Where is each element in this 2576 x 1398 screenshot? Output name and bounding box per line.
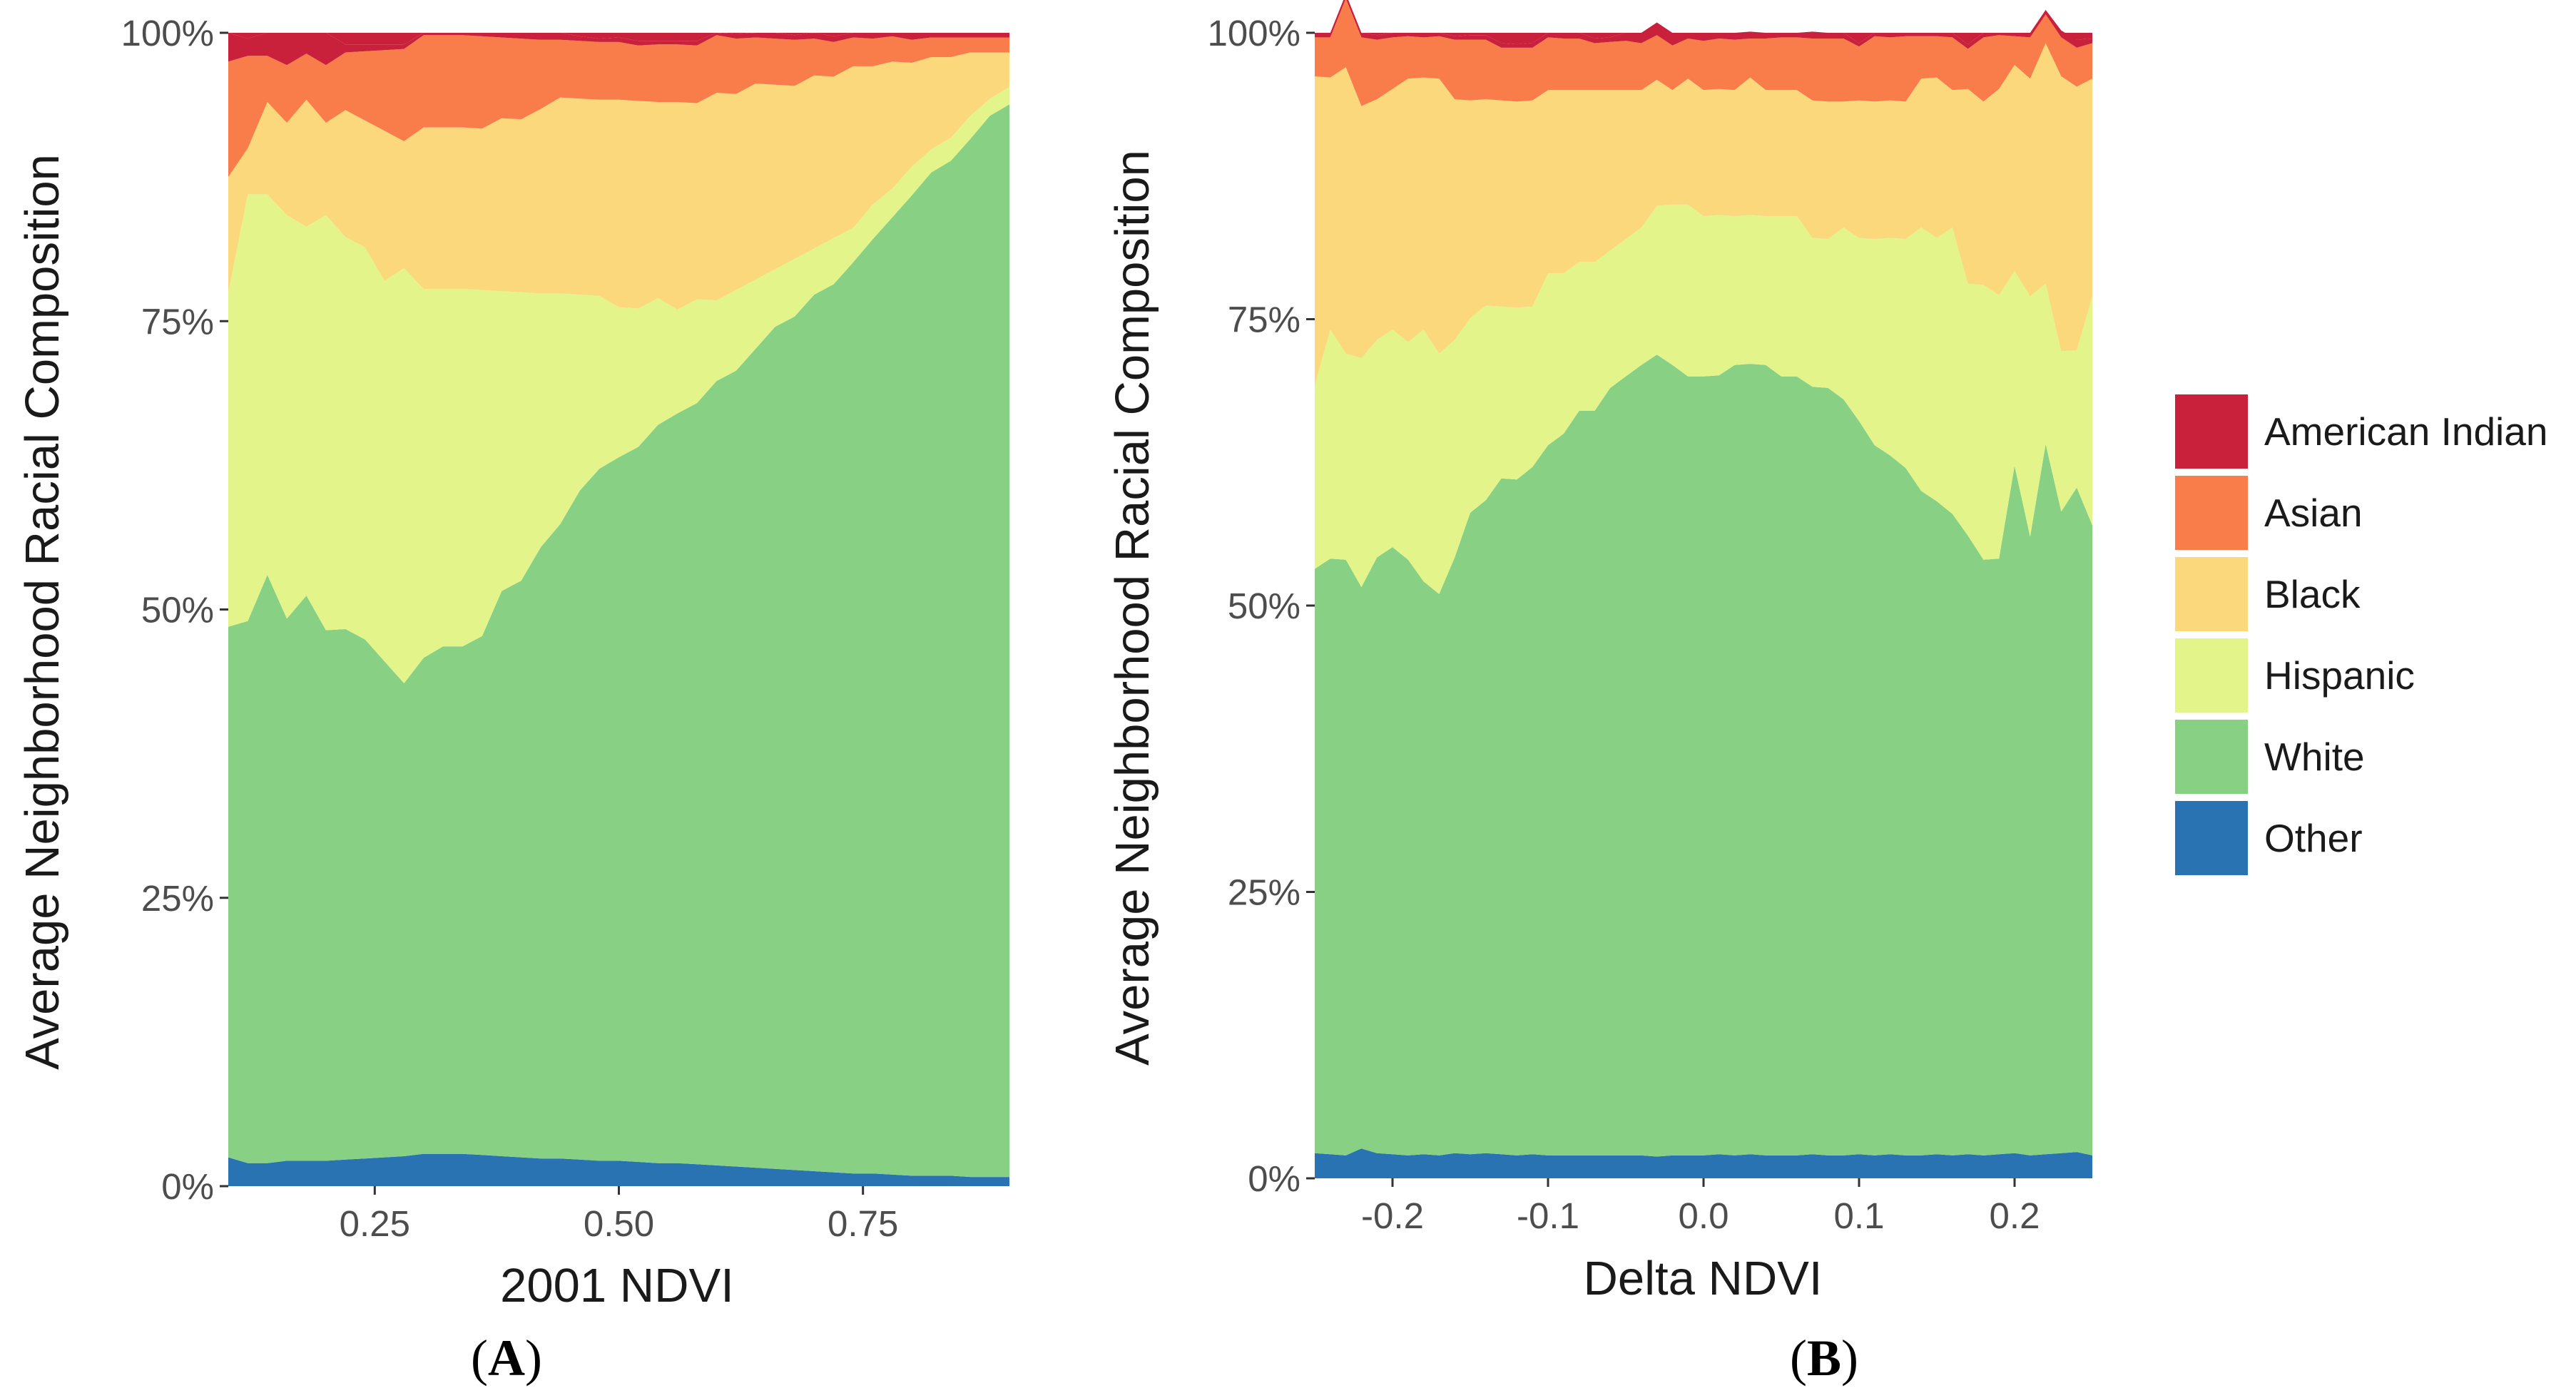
panel-b-y-tick-label: 25% bbox=[1228, 872, 1300, 913]
panel-b-x-tick-label: -0.1 bbox=[1517, 1195, 1579, 1236]
panel-a-axes: 0% 25% 50% 75% 100% 0.25 0.50 0.75 bbox=[121, 13, 899, 1244]
panel-b-x-tick-label: -0.2 bbox=[1361, 1195, 1424, 1236]
panel-b-y-tick-label: 0% bbox=[1248, 1158, 1300, 1199]
panel-b-x-tick-label: 0.2 bbox=[1990, 1195, 2040, 1236]
legend-label-white: White bbox=[2264, 735, 2365, 779]
panel-b-area-hispanic bbox=[1315, 204, 2092, 594]
panel-a-y-tick-label: 75% bbox=[141, 301, 214, 342]
panel-b-plot-area bbox=[1315, 0, 2092, 1178]
panel-a-area-american-indian bbox=[228, 33, 1009, 66]
legend-swatch-hispanic bbox=[2175, 638, 2248, 713]
panel-a-y-axis-title: Average Neighborhood Racial Composition bbox=[16, 154, 69, 1070]
panel-a-x-axis-title: 2001 NDVI bbox=[500, 1259, 734, 1312]
panel-a-x-tick-label: 0.25 bbox=[340, 1203, 410, 1244]
legend-swatch-black bbox=[2175, 557, 2248, 631]
panel-b-area-american-indian bbox=[1315, 0, 2092, 49]
panel-b-x-axis-title: Delta NDVI bbox=[1583, 1252, 1822, 1305]
panel-a-y-tick-label: 50% bbox=[141, 590, 214, 631]
panel-b-y-axis-title: Average Neighborhood Racial Composition bbox=[1106, 150, 1159, 1066]
panel-a-y-tick-label: 100% bbox=[121, 13, 214, 53]
panel-a-area-white bbox=[228, 104, 1009, 1178]
panel-a-label: (A) bbox=[471, 1330, 542, 1387]
panel-b-axes: 0% 25% 50% 75% 100% -0.2 -0.1 0.0 0.1 0.2 bbox=[1208, 13, 2040, 1236]
panel-b: 0% 25% 50% 75% 100% -0.2 -0.1 0.0 0.1 0.2 Delta N… bbox=[1106, 0, 2092, 1387]
legend-label-hispanic: Hispanic bbox=[2264, 653, 2415, 698]
legend-label-asian: Asian bbox=[2264, 491, 2363, 535]
panel-b-area-white bbox=[1315, 354, 2092, 1157]
panel-a-area-asian bbox=[228, 35, 1009, 178]
legend-swatch-other bbox=[2175, 801, 2248, 875]
panel-b-x-tick-label: 0.1 bbox=[1834, 1195, 1885, 1236]
legend-swatch-asian bbox=[2175, 476, 2248, 550]
panel-b-area-black bbox=[1315, 43, 2092, 386]
panel-b-area-asian bbox=[1315, 0, 2092, 106]
panel-a-area-other bbox=[228, 1153, 1009, 1186]
panel-b-y-tick-label: 75% bbox=[1228, 300, 1300, 340]
panel-a-y-tick-label: 25% bbox=[141, 878, 214, 919]
panel-b-y-tick-label: 100% bbox=[1208, 13, 1300, 53]
panel-b-area-other bbox=[1315, 1148, 2092, 1178]
legend: American Indian Asian Black Hispanic White Ot… bbox=[2175, 394, 2547, 875]
legend-label-american-indian: American Indian bbox=[2264, 409, 2547, 454]
panel-a-plot-area bbox=[228, 33, 1009, 1186]
panel-b-label: (B) bbox=[1790, 1330, 1858, 1387]
legend-swatch-american-indian bbox=[2175, 394, 2248, 469]
panel-a-area-hispanic bbox=[228, 87, 1009, 683]
panel-a-x-tick-label: 0.75 bbox=[828, 1203, 898, 1244]
legend-swatch-white bbox=[2175, 720, 2248, 794]
panel-a-y-tick-label: 0% bbox=[161, 1166, 214, 1207]
panel-b-y-tick-label: 50% bbox=[1228, 586, 1300, 626]
panel-a: 0% 25% 50% 75% 100% 0.25 0.50 0.75 2001 NDVI Av… bbox=[16, 13, 1009, 1387]
panel-b-x-tick-label: 0.0 bbox=[1679, 1195, 1729, 1236]
panel-a-area-black bbox=[228, 52, 1009, 310]
legend-label-black: Black bbox=[2264, 572, 2361, 616]
panel-a-x-tick-label: 0.50 bbox=[584, 1203, 654, 1244]
panel-a-area-cap bbox=[228, 33, 1009, 45]
legend-label-other: Other bbox=[2264, 816, 2363, 860]
panel-b-area-cap bbox=[1315, 33, 2092, 45]
